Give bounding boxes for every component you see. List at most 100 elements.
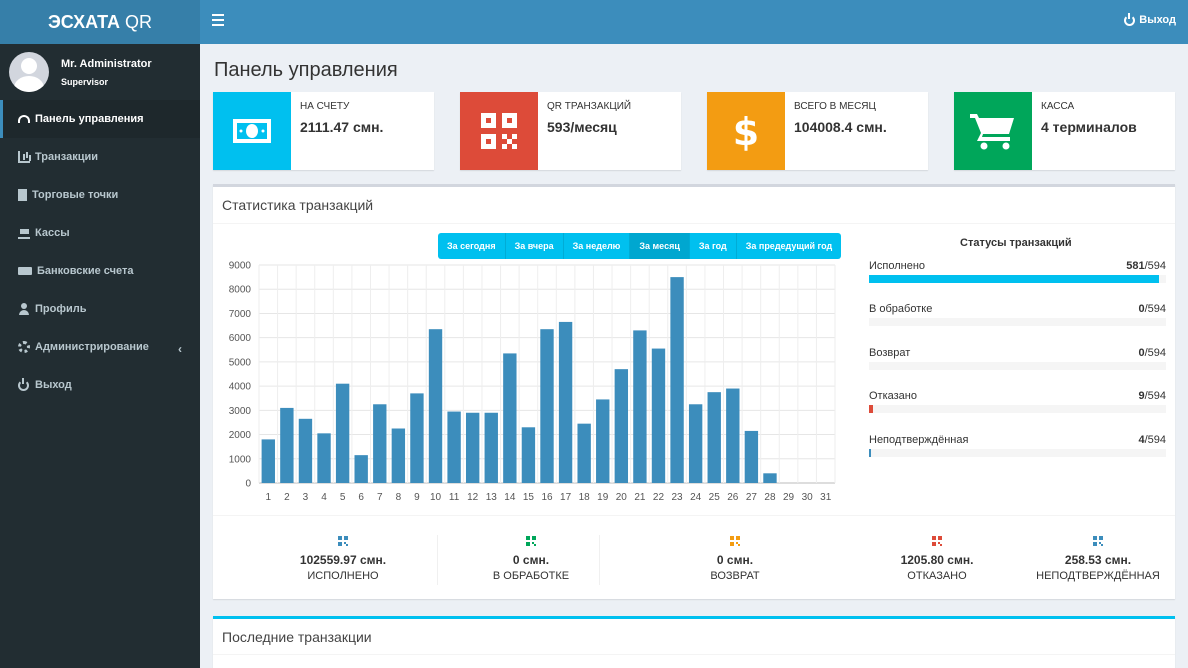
- building-icon: [18, 189, 27, 201]
- chart-bar: [465, 412, 480, 483]
- y-tick-label: 3000: [229, 406, 252, 417]
- summary-amount: 1205.80 смн.: [900, 553, 974, 567]
- summary-amount: 258.53 смн.: [1064, 553, 1132, 567]
- filter-year-button[interactable]: За год: [689, 233, 737, 259]
- info-label: ВСЕГО В МЕСЯЦ: [794, 101, 876, 112]
- info-box-qr-transactions: QR ТРАНЗАКЦИЙ 593/месяц: [460, 92, 681, 170]
- x-tick-label: 30: [802, 492, 814, 502]
- info-box-cashdesk: КАССА 4 терминалов: [954, 92, 1175, 170]
- user-icon: [18, 303, 30, 315]
- summary-amount: 0 смн.: [512, 553, 550, 567]
- x-tick-label: 9: [414, 492, 420, 502]
- sidebar-menu: Панель управления Транзакции Торговые то…: [0, 100, 200, 404]
- statuses-title: Статусы транзакций: [960, 237, 1072, 249]
- summary-label: НЕПОДТВЕРЖДЁННАЯ: [1036, 570, 1160, 582]
- sidebar: Mr. Administrator Supervisor Панель упра…: [0, 44, 200, 668]
- info-value: 2111.47 смн.: [300, 119, 384, 135]
- x-tick-label: 4: [321, 492, 327, 502]
- sidebar-item-cashdesks[interactable]: Кассы: [0, 214, 200, 252]
- info-label: КАССА: [1041, 101, 1075, 112]
- filter-previous-year-button[interactable]: За предедущий год: [736, 233, 842, 259]
- sidebar-item-label: Транзакции: [35, 151, 99, 163]
- chart-bar: [633, 330, 647, 483]
- filter-month-button[interactable]: За месяц: [630, 233, 690, 259]
- sidebar-item-logout[interactable]: Выход: [0, 366, 200, 404]
- status-progress: [869, 405, 1166, 413]
- sidebar-item-label: Панель управления: [35, 113, 144, 125]
- x-tick-label: 11: [449, 492, 460, 502]
- filter-today-button[interactable]: За сегодня: [438, 233, 506, 259]
- qrcode-icon: [526, 533, 536, 546]
- chart-bar: [354, 455, 368, 483]
- x-tick-label: 16: [541, 492, 553, 502]
- x-tick-label: 15: [523, 492, 535, 502]
- qrcode-icon: [338, 533, 348, 546]
- status-count: 0: [1138, 347, 1145, 359]
- status-count: 0: [1138, 303, 1145, 315]
- x-tick-label: 3: [303, 492, 309, 502]
- x-tick-label: 29: [783, 492, 795, 502]
- recent-transactions-box: Последние транзакции: [213, 616, 1175, 668]
- x-tick-label: 25: [709, 492, 721, 502]
- box-title: Последние транзакции: [222, 629, 372, 645]
- info-value: 4 терминалов: [1041, 119, 1137, 135]
- logout-button[interactable]: Выход: [1124, 12, 1176, 26]
- status-unconfirmed: Неподтверждённая 4/594: [869, 434, 1166, 457]
- chart-bar: [763, 473, 777, 483]
- filter-week-button[interactable]: За неделю: [563, 233, 631, 259]
- x-tick-label: 6: [358, 492, 364, 502]
- summary-amount: 0 смн.: [716, 553, 754, 567]
- user-role: Supervisor: [61, 76, 109, 87]
- chart-bar: [410, 393, 424, 483]
- summary-label: ВОЗВРАТ: [710, 570, 760, 582]
- y-tick-label: 1000: [229, 454, 252, 465]
- bar-chart-icon: [18, 151, 30, 163]
- status-label: Неподтверждённая: [869, 434, 969, 446]
- x-tick-label: 31: [820, 492, 832, 502]
- app-title-bold: ЭСХАТА: [47, 11, 121, 32]
- power-icon: [1124, 12, 1136, 26]
- chart-bar: [317, 433, 331, 483]
- sidebar-item-transactions[interactable]: Транзакции: [0, 138, 200, 176]
- money-icon: [18, 267, 32, 275]
- status-progress: [869, 362, 1166, 370]
- sidebar-item-dashboard[interactable]: Панель управления: [0, 100, 200, 138]
- chart-bar: [726, 388, 740, 483]
- status-count: 9: [1138, 390, 1145, 402]
- chart-bar: [335, 383, 350, 483]
- chart-bar: [614, 369, 629, 483]
- x-tick-label: 7: [377, 492, 383, 502]
- cart-icon: [18, 227, 30, 239]
- app-logo[interactable]: ЭСХАТА QR: [0, 0, 200, 44]
- sidebar-item-merchants[interactable]: Торговые точки: [0, 176, 200, 214]
- chart-bar: [373, 404, 387, 483]
- x-tick-label: 17: [560, 492, 572, 502]
- qrcode-icon: [460, 92, 538, 170]
- chart-bar: [391, 428, 406, 483]
- sidebar-item-label: Профиль: [35, 303, 87, 315]
- x-tick-label: 20: [616, 492, 628, 502]
- qrcode-icon: [730, 533, 740, 546]
- logout-label: Выход: [1139, 14, 1176, 26]
- info-box-balance: НА СЧЕТУ 2111.47 смн.: [213, 92, 434, 170]
- page-title: Панель управления: [214, 59, 398, 81]
- status-progress: [869, 275, 1166, 283]
- sidebar-item-label: Администрирование: [35, 341, 149, 353]
- sidebar-item-profile[interactable]: Профиль: [0, 290, 200, 328]
- summary-processing: 0 смн. В ОБРАБОТКЕ: [461, 533, 601, 582]
- x-tick-label: 10: [430, 492, 442, 502]
- status-rejected: Отказано 9/594: [869, 390, 1166, 413]
- menu-toggle-icon[interactable]: [212, 14, 224, 28]
- status-count: 581: [1126, 260, 1145, 272]
- sidebar-item-bank-accounts[interactable]: Банковские счета: [0, 252, 200, 290]
- sidebar-item-administration[interactable]: Администрирование ‹: [0, 328, 200, 366]
- status-total: /594: [1144, 347, 1166, 359]
- status-total: /594: [1144, 303, 1166, 315]
- transaction-stats-box: Статистика транзакций За сегодня За вчер…: [213, 184, 1175, 599]
- x-tick-label: 1: [266, 492, 272, 502]
- status-executed: Исполнено 581/594: [869, 260, 1166, 283]
- dollar-icon: $: [707, 92, 785, 170]
- filter-yesterday-button[interactable]: За вчера: [505, 233, 564, 259]
- box-title: Статистика транзакций: [222, 197, 374, 213]
